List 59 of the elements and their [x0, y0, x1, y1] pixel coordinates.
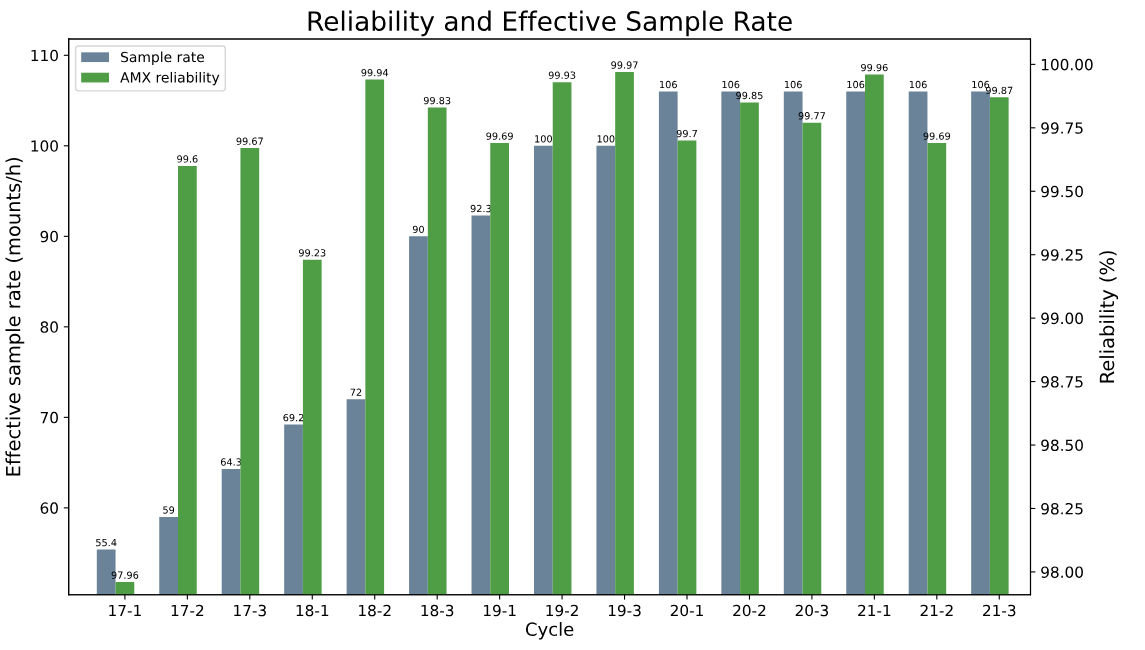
data-label: 72	[350, 388, 362, 396]
data-label: 99.6	[177, 155, 198, 163]
legend-label: AMX reliability	[120, 71, 220, 86]
data-label: 99.83	[423, 96, 451, 105]
x-tick-label: 19-2	[546, 604, 578, 617]
x-tick-label: 18-2	[359, 604, 391, 617]
data-label: 99.96	[861, 63, 888, 72]
x-tick-label: 21-1	[858, 604, 891, 617]
x-tick-label: 17-3	[234, 604, 266, 617]
data-label: 99.94	[361, 68, 389, 77]
y2-tick-label: 99.75	[1041, 122, 1083, 134]
data-label: 106	[909, 80, 927, 89]
data-label: 90	[412, 225, 424, 234]
legend-label: Sample rate	[121, 51, 205, 65]
x-tick-label: 21-3	[983, 604, 1016, 617]
x-tick-label: 21-2	[920, 604, 953, 617]
x-tick-label: 20-2	[733, 604, 766, 617]
y2-tick-label: 99.00	[1041, 312, 1083, 325]
y2-tick-label: 98.75	[1041, 376, 1083, 388]
x-tick-label: 17-2	[171, 604, 204, 617]
y-tick-label: 100	[31, 140, 58, 152]
x-tick-label: 18-3	[421, 604, 454, 617]
data-label: 69.2	[283, 413, 304, 422]
x-tick-label: 17-1	[109, 604, 141, 617]
data-label: 92.3	[470, 204, 491, 213]
chart-title: Reliability and Effective Sample Rate	[308, 10, 792, 37]
data-label: 55.4	[96, 538, 117, 547]
y-tick-label: 80	[40, 321, 58, 333]
data-label: 64.3	[220, 458, 242, 466]
y-tick-label: 90	[40, 230, 58, 243]
data-label: 99.67	[236, 137, 263, 145]
data-label: 106	[722, 80, 740, 89]
y2-tick-label: 98.25	[1041, 502, 1083, 515]
data-label: 59	[163, 506, 175, 514]
y-tick-label: 70	[40, 411, 58, 424]
data-label: 99.93	[548, 71, 576, 79]
y-tick-label: 60	[40, 502, 58, 514]
y2-tick-label: 98.50	[1041, 439, 1083, 452]
x-tick-label: 20-1	[670, 604, 703, 617]
x-axis-title: Cycle	[525, 622, 574, 640]
y2-tick-label: 99.50	[1041, 185, 1083, 198]
y2-tick-label: 99.25	[1041, 249, 1083, 261]
y2-tick-label: 100.00	[1041, 58, 1093, 71]
data-label: 100	[535, 135, 552, 143]
y2-axis-title: Reliability (%)	[1099, 251, 1119, 383]
x-tick-label: 19-3	[608, 604, 641, 617]
data-label: 99.69	[486, 132, 513, 140]
data-label: 99.97	[611, 61, 638, 69]
x-tick-label: 18-1	[296, 604, 329, 617]
y-tick-label: 110	[31, 49, 58, 62]
y2-tick-label: 98.00	[1041, 566, 1083, 578]
data-label: 99.23	[298, 249, 326, 257]
data-label: 100	[597, 135, 615, 143]
data-label: 106	[847, 80, 865, 89]
x-tick-label: 20-3	[795, 604, 829, 617]
data-label: 106	[784, 80, 802, 89]
y-axis-title: Effective sample rate (mounts/h)	[5, 157, 25, 476]
data-label: 106	[660, 80, 677, 89]
x-tick-label: 19-1	[483, 604, 516, 617]
